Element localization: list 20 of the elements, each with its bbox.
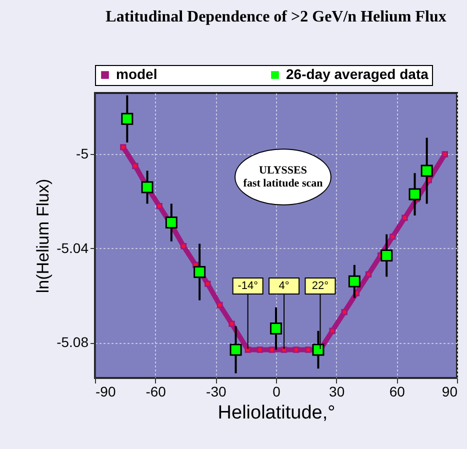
chart-title: Latitudinal Dependence of >2 GeV/n Helium Flux — [106, 8, 446, 26]
x-axis-title: Heliolatitude,° — [218, 402, 336, 424]
ref-line-label: -14° — [238, 280, 258, 292]
annotation: fast latitude scan — [243, 178, 323, 190]
x-tick-label: 60 — [389, 384, 406, 400]
x-tick-label: 30 — [329, 384, 345, 400]
x-tick-label: -90 — [96, 384, 116, 400]
y-tick-label: -5 — [76, 146, 89, 162]
y-axis-title: ln(Helium Flux) — [34, 178, 53, 294]
x-tick-label: -30 — [206, 384, 226, 400]
ref-line-label: 22° — [312, 280, 329, 292]
y-tick-label: -5.08 — [56, 334, 89, 350]
legend-label: model — [116, 66, 158, 82]
legend-label: 26-day averaged data — [286, 66, 429, 82]
x-tick-label: 0 — [272, 384, 281, 400]
x-tick-label: 90 — [442, 384, 458, 400]
ref-line-label: 4° — [278, 280, 290, 292]
x-tick-label: -60 — [146, 384, 166, 400]
y-tick-label: -5.04 — [56, 240, 89, 256]
annotation: ULYSSES — [259, 164, 307, 176]
